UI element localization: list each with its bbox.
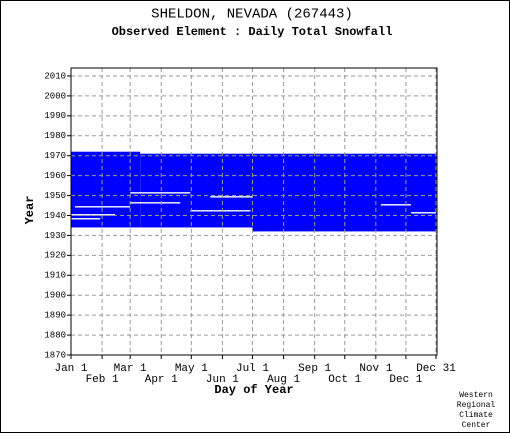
data-gap	[75, 206, 131, 208]
data-gap	[190, 210, 251, 212]
y-tick-label: 1900	[44, 291, 66, 301]
y-tick-label: 2000	[44, 91, 66, 101]
y-tick-label: 1980	[44, 131, 66, 141]
data-gap	[210, 196, 253, 198]
credit: Regional	[457, 401, 496, 410]
x-tick-label: Apr 1	[145, 374, 178, 386]
data-range	[252, 153, 437, 232]
data-gap	[130, 192, 191, 194]
y-tick-label: 1870	[44, 350, 66, 360]
x-tick-label: May 1	[175, 363, 208, 375]
data-gap	[410, 212, 436, 214]
y-tick-label: 1890	[44, 311, 66, 321]
y-tick-label: 1990	[44, 111, 66, 121]
y-tick-label: 2010	[44, 71, 66, 81]
y-tick-label: 1970	[44, 151, 66, 161]
credit: Center	[462, 421, 491, 430]
x-tick-label: Nov 1	[359, 363, 392, 375]
plot-border	[70, 67, 438, 356]
y-tick-label: 1930	[44, 231, 66, 241]
y-tick-label: 1960	[44, 171, 66, 181]
x-tick-label: Oct 1	[328, 374, 361, 386]
data-range	[140, 153, 253, 228]
data-gap	[380, 204, 411, 206]
data-gap	[130, 202, 181, 204]
x-tick-label: Aug 1	[267, 374, 300, 386]
x-tick-label: Sep 1	[298, 363, 331, 375]
x-tick-label: Dec 1	[389, 374, 422, 386]
x-tick-label: Feb 1	[86, 374, 119, 386]
x-tick-label: Mar 1	[114, 363, 147, 375]
y-tick-label: 1910	[44, 271, 66, 281]
credit: Western	[459, 391, 493, 400]
y-tick-label: 1920	[44, 251, 66, 261]
y-tick-label: 1940	[44, 211, 66, 221]
x-tick-label: Jun 1	[206, 374, 239, 386]
x-tick-label: Jan 1	[54, 363, 87, 375]
y-axis-label: Year	[23, 196, 37, 225]
x-tick-label: Dec 31	[416, 363, 456, 375]
data-gap	[71, 214, 116, 216]
x-axis-label: Day of Year	[214, 383, 293, 397]
y-tick-label: 1950	[44, 191, 66, 201]
y-tick-label: 1880	[44, 330, 66, 340]
data-gap	[71, 218, 101, 220]
credit: Climate	[459, 411, 493, 420]
chart-title: SHELDON, NEVADA (267443)	[151, 7, 353, 23]
x-tick-label: Jul 1	[236, 363, 269, 375]
chart-subtitle: Observed Element : Daily Total Snowfall	[112, 25, 393, 39]
